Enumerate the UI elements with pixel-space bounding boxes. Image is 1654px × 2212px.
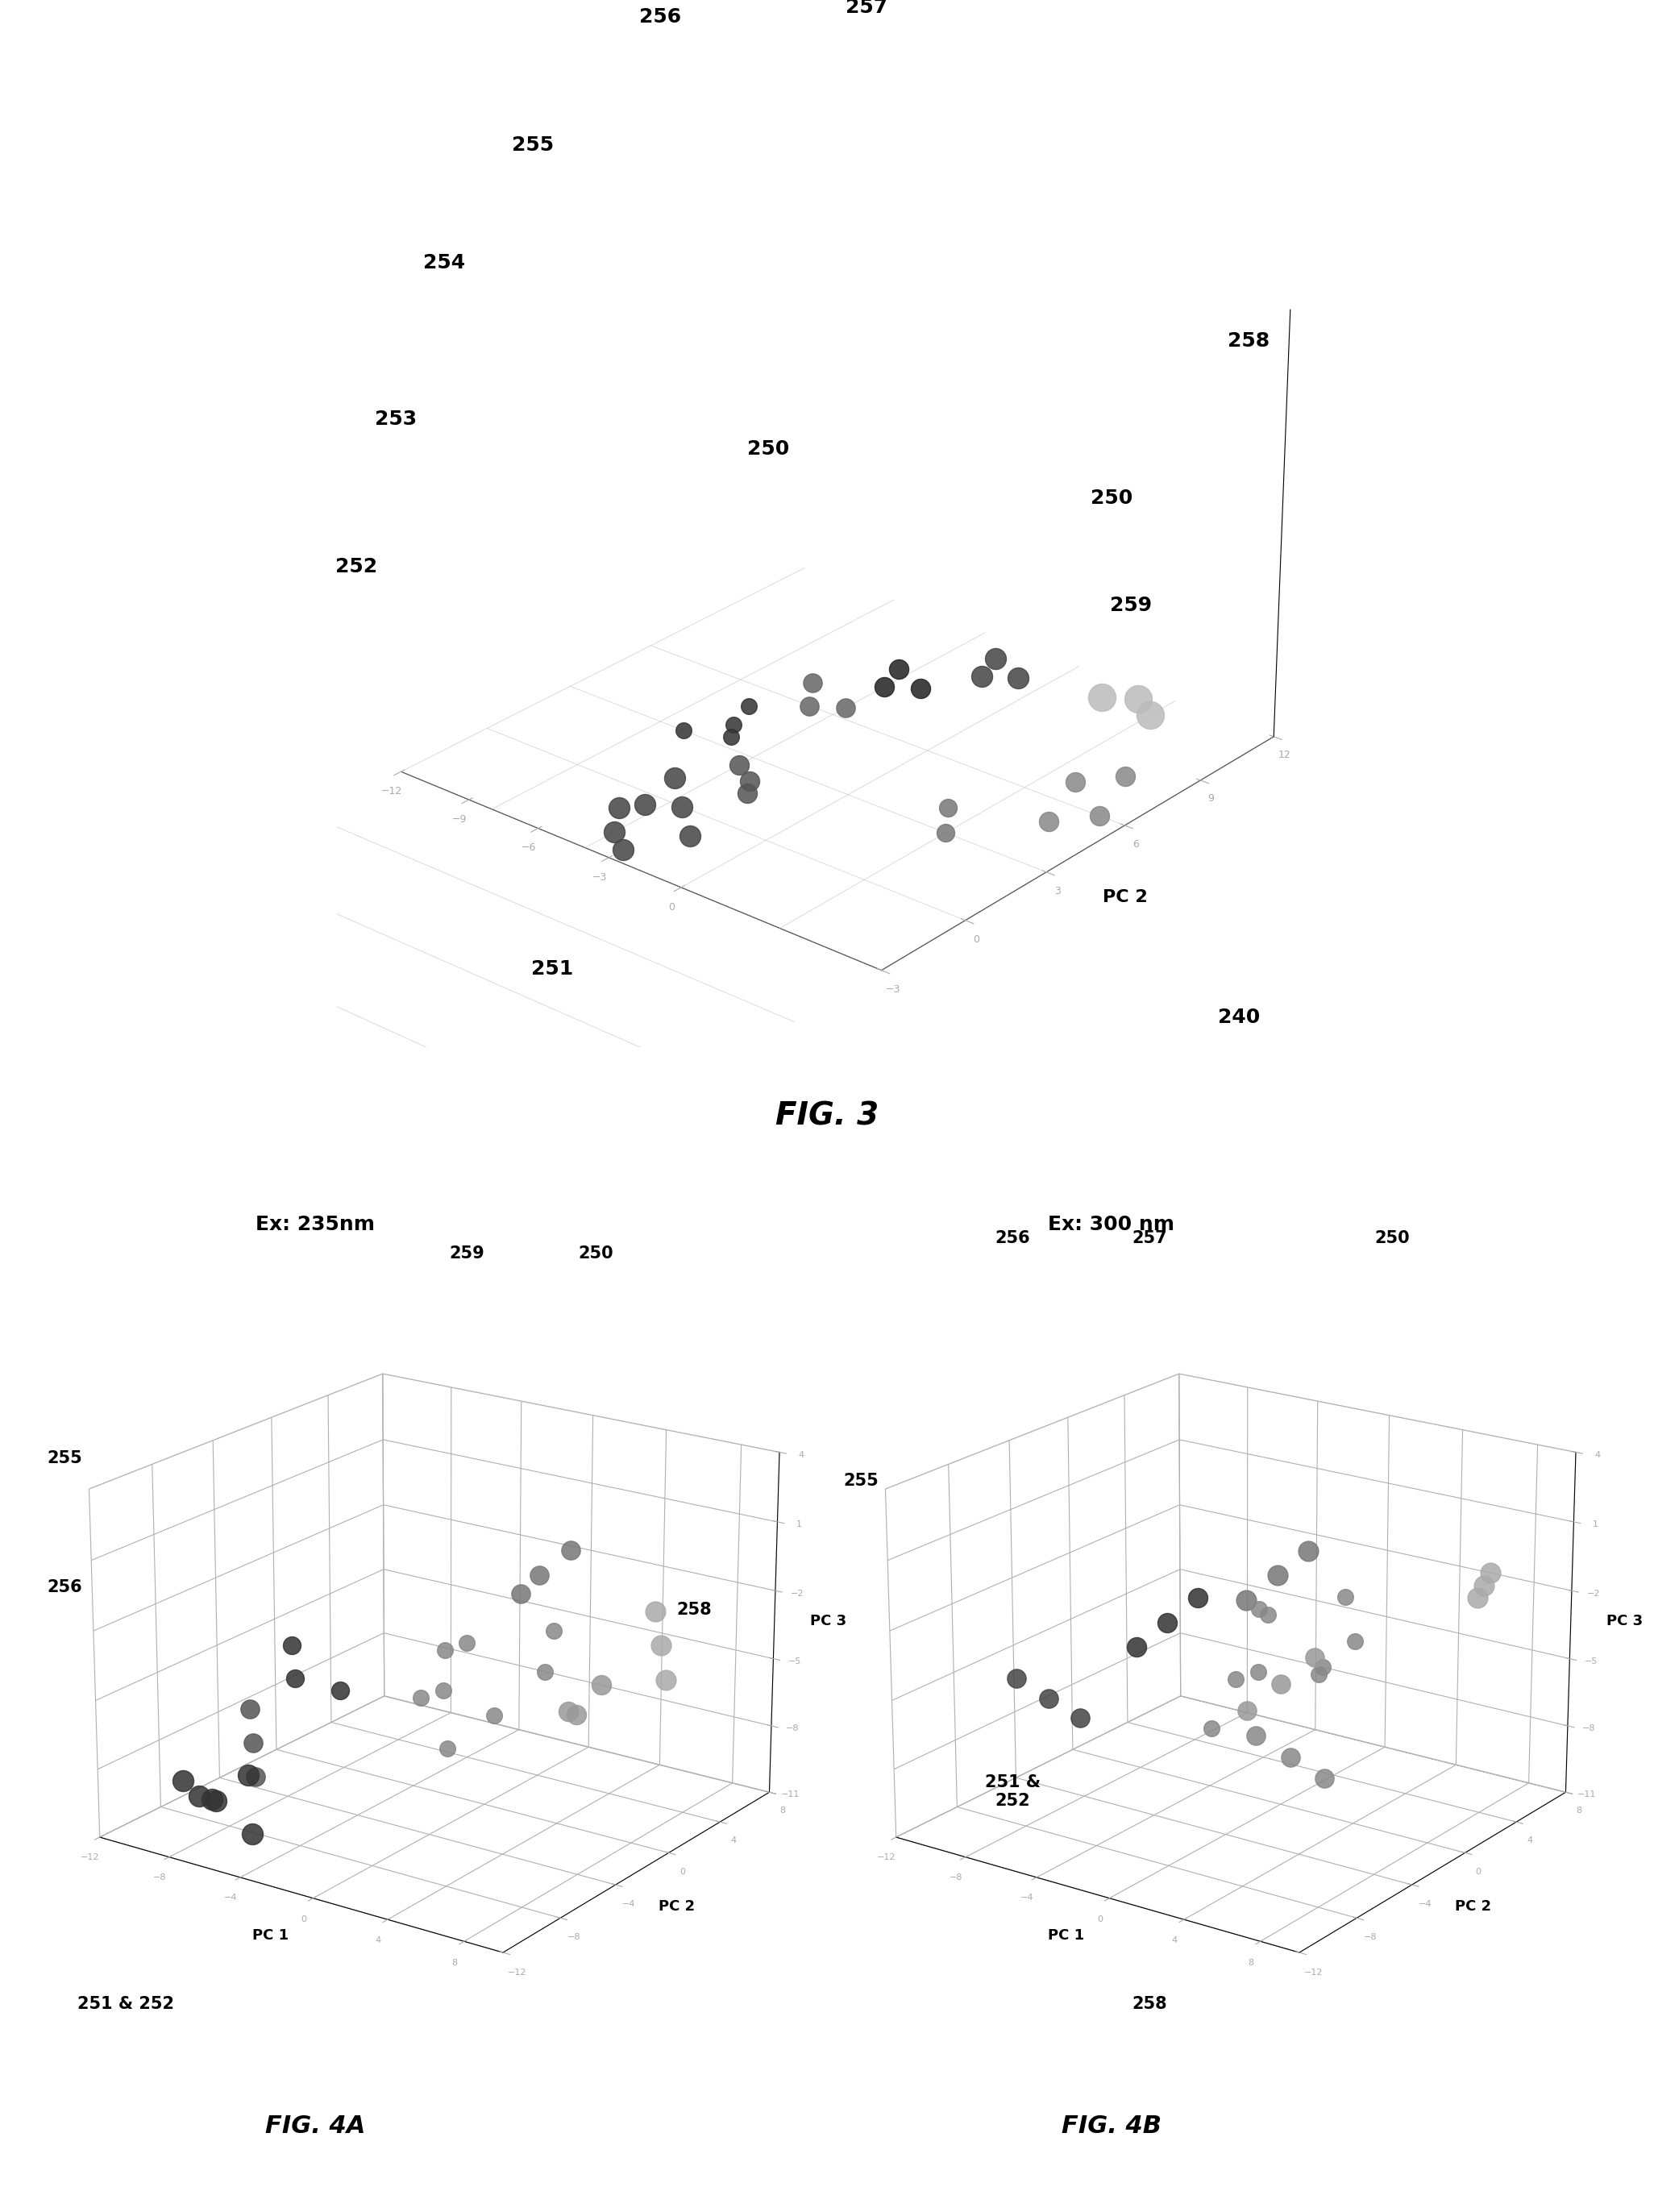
Text: 250: 250 xyxy=(1090,489,1133,507)
Text: Ex: 300 nm: Ex: 300 nm xyxy=(1049,1214,1174,1234)
Text: 255: 255 xyxy=(48,1451,83,1467)
Text: 252: 252 xyxy=(336,557,377,577)
Text: 256: 256 xyxy=(48,1579,83,1595)
Text: 256: 256 xyxy=(640,7,681,27)
Text: 258: 258 xyxy=(1131,1995,1168,2013)
Y-axis label: PC 2: PC 2 xyxy=(658,1898,695,1913)
Text: 257: 257 xyxy=(845,0,887,18)
Text: 250: 250 xyxy=(1374,1230,1409,1245)
Text: 254: 254 xyxy=(423,252,465,272)
Text: 258: 258 xyxy=(676,1601,711,1617)
Y-axis label: PC 2: PC 2 xyxy=(1103,889,1148,905)
Text: 253: 253 xyxy=(374,409,417,429)
Text: 240: 240 xyxy=(1217,1009,1260,1026)
Text: FIG. 4A: FIG. 4A xyxy=(265,2115,366,2139)
Text: 259: 259 xyxy=(1110,595,1153,615)
Text: FIG. 3: FIG. 3 xyxy=(776,1102,878,1130)
Text: 257: 257 xyxy=(1131,1230,1168,1245)
Text: 255: 255 xyxy=(511,135,554,155)
Text: 251 & 252: 251 & 252 xyxy=(78,1995,174,2013)
Text: 259: 259 xyxy=(450,1245,485,1261)
Text: 250: 250 xyxy=(579,1245,614,1261)
Text: 258: 258 xyxy=(1227,332,1270,352)
X-axis label: PC 1: PC 1 xyxy=(251,1929,288,1942)
Text: FIG. 4B: FIG. 4B xyxy=(1062,2115,1161,2139)
Text: Ex: 235nm: Ex: 235nm xyxy=(255,1214,375,1234)
Text: 251 &
252: 251 & 252 xyxy=(984,1774,1040,1809)
Y-axis label: PC 2: PC 2 xyxy=(1454,1898,1490,1913)
X-axis label: PC 1: PC 1 xyxy=(1049,1929,1085,1942)
Text: 255: 255 xyxy=(844,1473,878,1489)
Text: 256: 256 xyxy=(996,1230,1030,1245)
Text: 250: 250 xyxy=(748,440,789,458)
Text: 251: 251 xyxy=(531,960,574,978)
